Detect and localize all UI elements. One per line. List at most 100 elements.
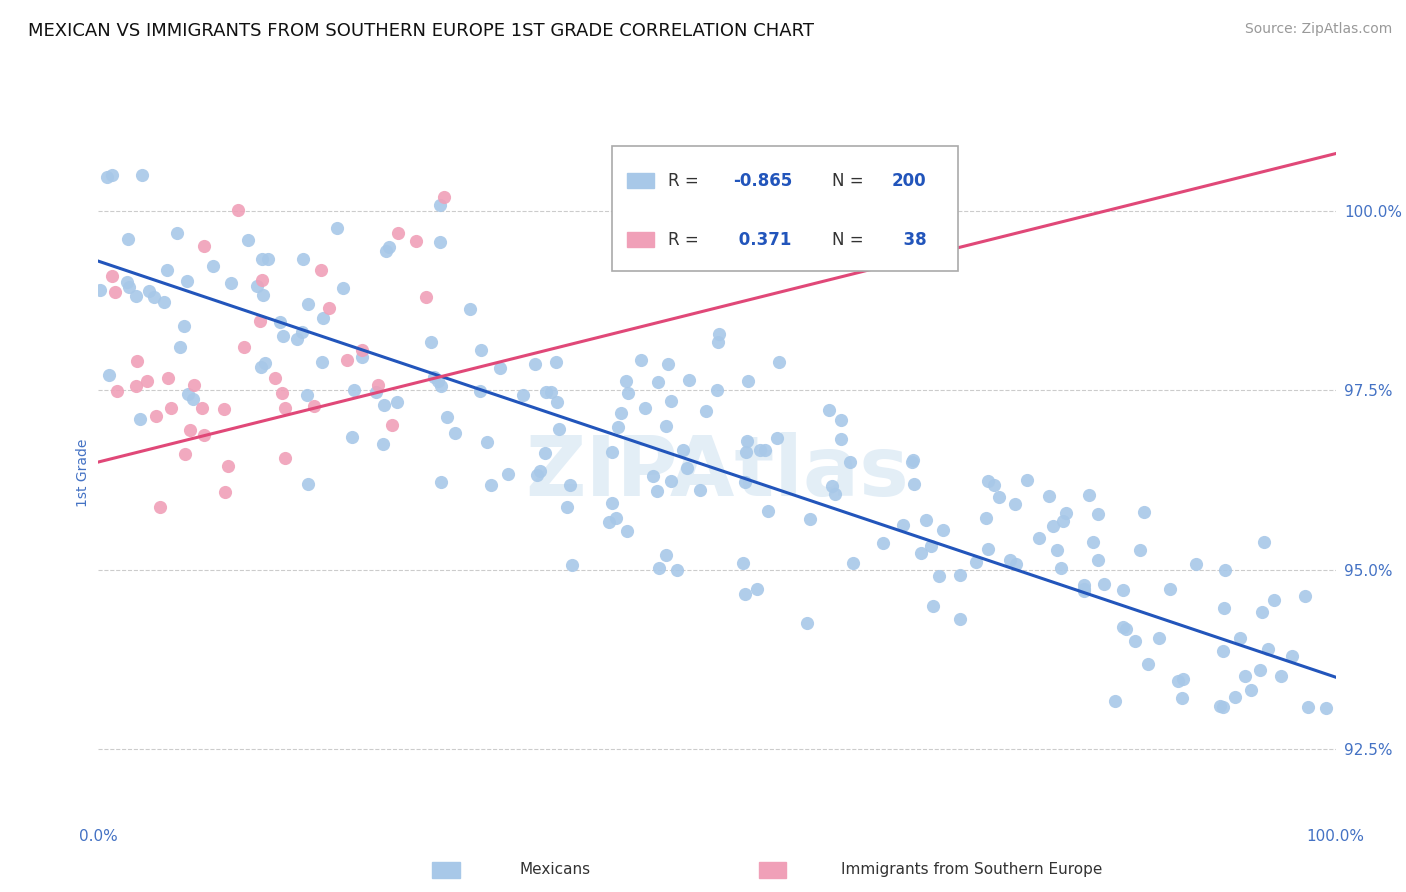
Point [655, 419, 678, 434]
Point [1257, 641, 1279, 656]
Point [841, 556, 863, 570]
Point [735, 444, 758, 458]
Point [246, 279, 269, 293]
Text: 200: 200 [891, 171, 927, 189]
Point [820, 479, 842, 493]
Point [891, 518, 914, 533]
Point [1004, 497, 1026, 511]
Point [1298, 700, 1320, 714]
Text: N =: N = [832, 231, 869, 249]
Point [915, 513, 938, 527]
Point [269, 315, 291, 329]
Point [648, 560, 671, 574]
Point [129, 412, 152, 426]
Point [558, 478, 581, 492]
Point [796, 615, 818, 630]
Point [309, 263, 332, 277]
Point [533, 446, 555, 460]
Point [1046, 542, 1069, 557]
Point [173, 318, 195, 333]
Point [201, 259, 224, 273]
Point [657, 357, 679, 371]
Point [252, 288, 274, 302]
Point [249, 314, 271, 328]
Point [754, 443, 776, 458]
Point [695, 404, 717, 418]
Point [256, 252, 278, 266]
Point [661, 474, 683, 488]
Point [96, 169, 118, 184]
Point [1038, 489, 1060, 503]
Point [127, 353, 149, 368]
Point [381, 418, 404, 433]
Point [436, 409, 458, 424]
Point [766, 431, 789, 445]
Point [735, 434, 758, 448]
Point [183, 378, 205, 392]
Point [419, 334, 441, 349]
Point [429, 235, 451, 249]
Point [193, 427, 215, 442]
Point [429, 197, 451, 211]
Point [149, 500, 172, 515]
Point [910, 546, 932, 560]
Point [1263, 592, 1285, 607]
Point [1270, 669, 1292, 683]
Point [920, 539, 942, 553]
Text: R =: R = [668, 171, 703, 189]
Point [949, 612, 972, 626]
Point [297, 476, 319, 491]
Point [872, 535, 894, 549]
Point [610, 406, 633, 420]
Point [647, 375, 669, 389]
Text: Source: ZipAtlas.com: Source: ZipAtlas.com [1244, 22, 1392, 37]
Point [1005, 557, 1028, 571]
Point [922, 599, 945, 613]
Point [988, 491, 1011, 505]
Point [336, 352, 359, 367]
Point [524, 357, 547, 371]
Point [136, 374, 159, 388]
Point [544, 354, 567, 368]
Point [1123, 634, 1146, 648]
Point [1249, 663, 1271, 677]
Point [479, 477, 502, 491]
Point [540, 385, 562, 400]
Point [343, 384, 366, 398]
Point [252, 273, 274, 287]
Point [1087, 552, 1109, 566]
Point [830, 413, 852, 427]
Point [249, 360, 271, 375]
Point [101, 269, 124, 284]
Point [332, 281, 354, 295]
Point [706, 383, 728, 397]
Point [1112, 620, 1135, 634]
Point [470, 343, 492, 357]
Point [125, 379, 148, 393]
Point [818, 402, 841, 417]
Point [1137, 657, 1160, 671]
Point [737, 374, 759, 388]
Point [138, 285, 160, 299]
Point [1171, 690, 1194, 705]
Point [142, 290, 165, 304]
Point [977, 474, 1000, 488]
Point [605, 510, 627, 524]
Point [340, 430, 363, 444]
Point [983, 478, 1005, 492]
Point [252, 252, 274, 267]
Point [1077, 488, 1099, 502]
Point [297, 296, 319, 310]
Point [824, 487, 846, 501]
Point [100, 168, 122, 182]
Point [1159, 582, 1181, 596]
Point [226, 202, 249, 217]
Point [1128, 542, 1150, 557]
Point [1212, 700, 1234, 714]
Point [174, 447, 197, 461]
Point [1185, 557, 1208, 571]
Point [672, 442, 695, 457]
Point [104, 285, 127, 299]
Text: 0.371: 0.371 [733, 231, 792, 249]
Point [645, 483, 668, 498]
